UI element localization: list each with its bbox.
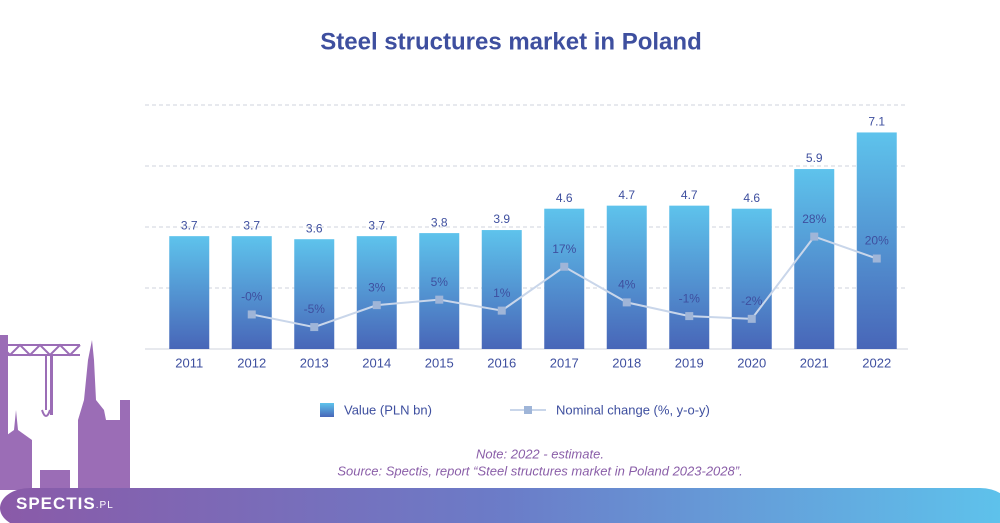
bar — [481, 230, 522, 349]
skyline — [0, 335, 130, 490]
bar-value-label: 3.6 — [306, 221, 323, 235]
bar-value-label: 3.7 — [368, 218, 385, 232]
note: Note: 2022 - estimate. — [476, 446, 604, 461]
x-tick-label: 2018 — [612, 355, 641, 370]
x-tick-label: 2014 — [362, 355, 391, 370]
chart-title: Steel structures market in Poland — [320, 28, 701, 55]
bar — [794, 169, 835, 349]
bar — [294, 239, 335, 349]
bar — [419, 233, 460, 349]
footer-band — [0, 488, 1000, 523]
bar — [544, 208, 585, 349]
x-tick-label: 2020 — [737, 355, 766, 370]
x-tick-label: 2015 — [425, 355, 454, 370]
x-tick-label: 2019 — [675, 355, 704, 370]
line-marker — [747, 314, 756, 323]
line-value-label: 5% — [431, 275, 449, 289]
line-value-label: 1% — [493, 286, 511, 300]
bar — [731, 208, 772, 349]
line-marker — [435, 295, 444, 304]
bar — [856, 132, 897, 349]
line-marker — [310, 323, 319, 332]
crane — [0, 343, 81, 417]
bar — [669, 205, 710, 349]
line-marker — [560, 262, 569, 271]
line-marker — [685, 312, 694, 321]
bar-value-label: 3.9 — [493, 212, 510, 226]
line-value-label: -2% — [741, 294, 763, 308]
logo-name: SPECTIS — [16, 494, 96, 513]
line-value-label: 17% — [552, 242, 576, 256]
legend-marker — [524, 406, 532, 414]
logo: SPECTIS.PL — [16, 494, 114, 513]
line-value-label: -1% — [679, 291, 701, 305]
bar-value-label: 3.7 — [243, 218, 260, 232]
x-tick-label: 2017 — [550, 355, 579, 370]
x-tick-label: 2022 — [862, 355, 891, 370]
line-value-label: 4% — [618, 278, 636, 292]
bar — [231, 236, 272, 349]
bar-value-label: 3.7 — [181, 218, 198, 232]
bar — [169, 236, 210, 349]
bar-value-label: 4.7 — [618, 188, 635, 202]
bar-value-label: 4.7 — [681, 188, 698, 202]
x-tick-label: 2012 — [237, 355, 266, 370]
bar-value-label: 4.6 — [743, 191, 760, 205]
line-marker — [372, 301, 381, 310]
line-marker — [622, 298, 631, 307]
legend-label: Value (PLN bn) — [344, 402, 432, 417]
legend-label: Nominal change (%, y-o-y) — [556, 402, 710, 417]
line-marker — [872, 254, 881, 263]
source: Source: Spectis, report “Steel structure… — [337, 463, 742, 478]
x-tick-label: 2021 — [800, 355, 829, 370]
line-marker — [810, 232, 819, 241]
line-value-label: -5% — [304, 302, 326, 316]
x-tick-label: 2016 — [487, 355, 516, 370]
line-value-label: -0% — [241, 290, 263, 304]
line-value-label: 20% — [865, 234, 889, 248]
bar — [606, 205, 647, 349]
line-value-label: 28% — [802, 212, 826, 226]
line-marker — [497, 306, 506, 315]
bar-value-label: 5.9 — [806, 151, 823, 165]
bar — [356, 236, 397, 349]
bar-value-label: 3.8 — [431, 215, 448, 229]
line-marker — [247, 310, 256, 319]
line-value-label: 3% — [368, 280, 386, 294]
bar-value-label: 4.6 — [556, 191, 573, 205]
legend-swatch — [320, 403, 334, 417]
x-tick-label: 2011 — [175, 355, 203, 370]
bar-value-label: 7.1 — [868, 115, 885, 129]
x-tick-label: 2013 — [300, 355, 329, 370]
logo-suffix: .PL — [96, 500, 114, 511]
